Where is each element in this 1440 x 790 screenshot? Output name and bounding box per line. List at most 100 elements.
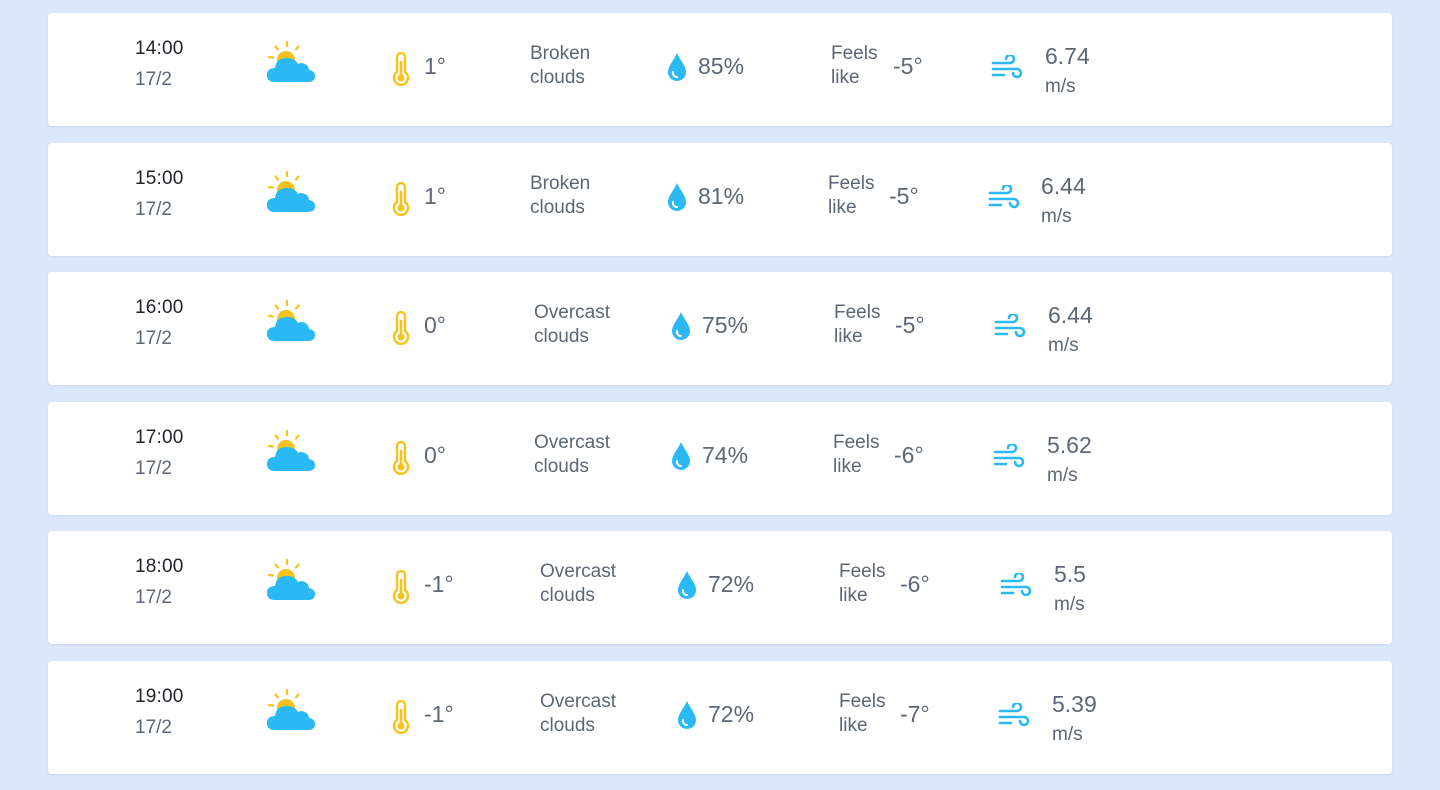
- water-drop-icon: [672, 441, 690, 470]
- feels-like-label-line1: Feels: [833, 431, 880, 453]
- partly-cloudy-icon: [267, 299, 315, 341]
- feels-like-value: -5°: [893, 53, 923, 79]
- feels-like-value: -7°: [900, 700, 930, 727]
- humidity-value: 72%: [708, 571, 755, 597]
- condition-description-line1: Overcast: [540, 690, 617, 712]
- thermometer-icon: [392, 52, 410, 86]
- wind-speed-value: 6.44: [1041, 172, 1086, 199]
- condition-description: Overcast clouds: [534, 301, 654, 349]
- condition-description-line2: clouds: [540, 585, 595, 606]
- forecast-date: 17/2: [135, 328, 172, 349]
- thermometer-icon: [392, 570, 410, 604]
- forecast-time: 17:00: [135, 426, 184, 448]
- feels-like-label: Feels like: [839, 690, 899, 738]
- condition-description-line1: Overcast: [534, 431, 611, 453]
- condition-description-line2: clouds: [530, 67, 585, 88]
- condition-description-line2: clouds: [534, 455, 589, 477]
- humidity-value: 72%: [708, 700, 755, 727]
- wind-icon: [994, 314, 1026, 338]
- forecast-date: 17/2: [135, 198, 172, 220]
- thermometer-icon: [392, 311, 410, 345]
- condition-description: Overcast clouds: [540, 560, 660, 608]
- temperature-value: -1°: [424, 571, 454, 597]
- forecast-time: 18:00: [135, 556, 184, 577]
- temperature-value: 0°: [424, 312, 446, 338]
- wind-speed-unit: m/s: [1047, 464, 1078, 486]
- condition-description-line1: Broken: [530, 172, 591, 194]
- humidity-value: 75%: [702, 312, 749, 338]
- feels-like-label: Feels like: [831, 42, 891, 90]
- thermometer-icon: [392, 440, 410, 475]
- temperature-value: 0°: [424, 441, 446, 468]
- condition-description-line2: clouds: [530, 196, 585, 218]
- wind-speed-unit: m/s: [1045, 76, 1076, 97]
- feels-like-label-line1: Feels: [831, 43, 878, 64]
- water-drop-icon: [678, 571, 696, 599]
- wind-speed-unit: m/s: [1052, 723, 1083, 745]
- feels-like-label-line2: like: [839, 714, 868, 736]
- condition-description-line1: Overcast: [534, 302, 611, 323]
- wind-icon: [998, 702, 1030, 726]
- forecast-time: 15:00: [135, 167, 184, 189]
- water-drop-icon: [672, 312, 690, 340]
- condition-description-line2: clouds: [534, 326, 589, 347]
- partly-cloudy-icon: [267, 429, 315, 471]
- condition-description-line1: Overcast: [540, 561, 617, 582]
- wind-speed-unit: m/s: [1041, 205, 1072, 227]
- forecast-row: 16:00 17/2 0° Overcast clouds 75% Feels …: [48, 272, 1392, 385]
- temperature-value: -1°: [424, 700, 454, 727]
- wind-speed-unit: m/s: [1054, 594, 1085, 615]
- forecast-row: 18:00 17/2 -1° Overcast clouds 72% Feels…: [48, 531, 1392, 644]
- forecast-date: 17/2: [135, 716, 172, 738]
- thermometer-icon: [392, 699, 410, 734]
- water-drop-icon: [668, 53, 686, 81]
- wind-icon: [991, 55, 1023, 79]
- water-drop-icon: [678, 700, 696, 729]
- forecast-date: 17/2: [135, 69, 172, 90]
- condition-description: Overcast clouds: [534, 431, 654, 479]
- feels-like-label-line2: like: [834, 326, 863, 347]
- forecast-row: 19:00 17/2 -1° Overcast clouds 72% Feels…: [48, 660, 1392, 774]
- forecast-row: 15:00 17/2 1° Broken clouds 81% Feels li…: [48, 142, 1392, 256]
- partly-cloudy-icon: [267, 558, 315, 600]
- wind-icon: [988, 184, 1020, 208]
- thermometer-icon: [392, 181, 410, 216]
- wind-speed-unit: m/s: [1048, 335, 1079, 356]
- water-drop-icon: [668, 182, 686, 211]
- condition-description-line1: Broken: [530, 43, 591, 64]
- wind-speed-value: 5.5: [1054, 561, 1086, 587]
- feels-like-value: -6°: [894, 441, 924, 468]
- wind-speed-value: 6.74: [1045, 43, 1090, 69]
- forecast-row: 17:00 17/2 0° Overcast clouds 74% Feels …: [48, 401, 1392, 515]
- wind-icon: [1000, 573, 1032, 597]
- temperature-value: 1°: [424, 53, 446, 79]
- feels-like-label: Feels like: [833, 431, 893, 479]
- wind-speed-value: 5.62: [1047, 431, 1092, 458]
- feels-like-label-line2: like: [828, 196, 857, 218]
- partly-cloudy-icon: [267, 170, 315, 212]
- feels-like-label-line2: like: [839, 585, 868, 606]
- forecast-time: 19:00: [135, 685, 184, 707]
- wind-speed-value: 6.44: [1048, 302, 1093, 328]
- feels-like-label-line2: like: [833, 455, 862, 477]
- forecast-row: 14:00 17/2 1° Broken clouds 85% Feels li…: [48, 13, 1392, 126]
- feels-like-value: -5°: [889, 182, 919, 209]
- condition-description-line2: clouds: [540, 714, 595, 736]
- condition-description: Broken clouds: [530, 42, 650, 90]
- partly-cloudy-icon: [267, 688, 315, 730]
- wind-speed-value: 5.39: [1052, 690, 1097, 717]
- feels-like-label-line1: Feels: [828, 172, 875, 194]
- forecast-date: 17/2: [135, 457, 172, 479]
- hourly-forecast-list: 14:00 17/2 1° Broken clouds 85% Feels li…: [48, 13, 1392, 790]
- humidity-value: 85%: [698, 53, 745, 79]
- condition-description: Overcast clouds: [540, 690, 660, 738]
- feels-like-label: Feels like: [834, 301, 894, 349]
- feels-like-label: Feels like: [839, 560, 899, 608]
- humidity-value: 81%: [698, 182, 745, 209]
- wind-icon: [993, 443, 1025, 467]
- feels-like-label-line1: Feels: [839, 690, 886, 712]
- partly-cloudy-icon: [267, 40, 315, 82]
- humidity-value: 74%: [702, 441, 749, 468]
- feels-like-value: -5°: [895, 312, 925, 338]
- feels-like-label-line1: Feels: [839, 561, 886, 582]
